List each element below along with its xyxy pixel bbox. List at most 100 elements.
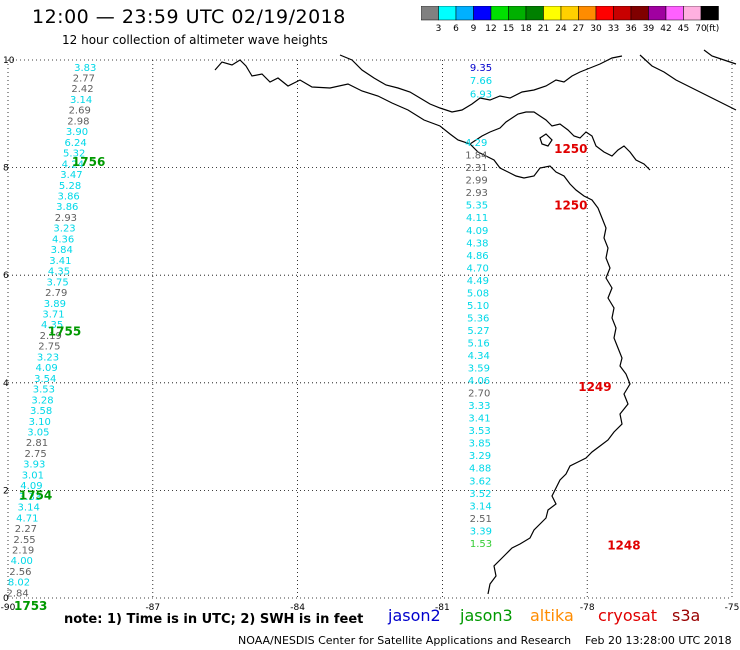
- scale-label: 39: [643, 24, 655, 34]
- swh-value: 4.34: [468, 351, 490, 362]
- swh-value: 2.51: [470, 514, 492, 525]
- scale-label: 30: [590, 24, 602, 34]
- swh-value: 4.29: [465, 138, 487, 149]
- swh-value: 5.10: [467, 301, 489, 312]
- swh-value: 2.77: [73, 73, 95, 84]
- chart-subtitle: 12 hour collection of altimeter wave hei…: [62, 33, 328, 47]
- swh-value: 2.84: [7, 588, 29, 599]
- swh-value: 3.53: [33, 385, 55, 396]
- swh-value: 2.55: [13, 535, 35, 546]
- legend-altika: altika: [530, 606, 574, 625]
- footer-credit: NOAA/NESDIS Center for Satellite Applica…: [238, 634, 572, 647]
- note-text: note: 1) Time is in UTC; 2) SWH is in fe…: [64, 612, 364, 627]
- swh-value: 1.53: [470, 539, 492, 550]
- track-west: 3.832.772.423.142.692.983.906.245.324.24…: [7, 63, 106, 613]
- swh-value: 4.36: [52, 234, 74, 245]
- swh-value: 5.28: [59, 181, 81, 192]
- swh-value: 2.98: [67, 116, 89, 127]
- swh-value: 3.75: [47, 277, 69, 288]
- swh-value: 4.88: [469, 464, 491, 475]
- swh-value: 8.02: [8, 578, 30, 589]
- swh-value: 3.86: [56, 202, 78, 213]
- swh-value: 3.05: [27, 427, 49, 438]
- scale-unit: (ft): [706, 24, 720, 34]
- track-time-label: 1754: [19, 489, 52, 503]
- x-tick-label: -78: [580, 603, 595, 613]
- swh-value: 3.33: [19, 492, 41, 503]
- swh-value: 4.70: [467, 263, 489, 274]
- axis-ticks: -90 -87 -84 -81 -78 -75 0 2 4 6 8 10: [1, 56, 740, 613]
- x-tick-label: -90: [1, 603, 16, 613]
- swh-value: 2.19: [12, 545, 34, 556]
- scale-label: 15: [503, 24, 514, 34]
- x-tick-label: -87: [145, 603, 160, 613]
- swh-value: 4.35: [41, 320, 63, 331]
- swh-value: 2.27: [15, 524, 37, 535]
- footer-timestamp: Feb 20 13:28:00 UTC 2018: [585, 634, 732, 647]
- track-time-label: 1753: [14, 599, 47, 613]
- scale-label: 3: [436, 24, 442, 34]
- swh-value: 3.01: [22, 470, 44, 481]
- scale-label: 70: [695, 24, 707, 34]
- swh-value: 3.62: [469, 476, 491, 487]
- swh-value: 3.23: [37, 352, 59, 363]
- swh-value: 3.84: [51, 245, 73, 256]
- track-time-label: 1756: [72, 155, 105, 169]
- swh-value: 2.42: [71, 84, 93, 95]
- swh-value: 3.58: [30, 406, 52, 417]
- swh-value: 3.47: [60, 170, 82, 181]
- swh-value: 3.86: [58, 191, 80, 202]
- swh-value: 2.31: [465, 163, 487, 174]
- swh-value: 5.27: [467, 326, 489, 337]
- swh-value: 3.59: [468, 364, 490, 375]
- scale-label: 36: [625, 24, 637, 34]
- x-tick-label: -81: [435, 603, 450, 613]
- swh-value: 3.83: [74, 63, 96, 74]
- scale-label: 42: [660, 24, 671, 34]
- swh-value: 3.89: [44, 299, 66, 310]
- swh-value: 2.93: [466, 188, 488, 199]
- swh-value: 3.10: [29, 417, 51, 428]
- swh-value: 3.14: [70, 95, 92, 106]
- swh-value: 4.71: [16, 513, 38, 524]
- swh-value: 3.90: [66, 127, 88, 138]
- swh-value: 2.99: [466, 176, 488, 187]
- swh-value: 3.14: [18, 503, 40, 514]
- swh-value: 4.00: [11, 556, 33, 567]
- swh-value: 2.56: [9, 567, 31, 578]
- scale-label: 9: [471, 24, 477, 34]
- swh-value: 3.85: [469, 439, 491, 450]
- swh-value: 3.53: [469, 426, 491, 437]
- x-tick-label: -84: [290, 603, 305, 613]
- swh-value: 3.93: [23, 460, 45, 471]
- legend-jason3: jason3: [460, 606, 513, 625]
- swh-value: 5.16: [467, 338, 489, 349]
- swh-value: 2.79: [45, 288, 67, 299]
- y-tick-label: 2: [3, 486, 9, 496]
- swh-value: 3.41: [49, 256, 71, 267]
- swh-value: 2.75: [38, 342, 60, 353]
- coastline-southeast: [703, 49, 737, 65]
- swh-value: 4.09: [35, 363, 57, 374]
- legend-cryosat: cryosat: [598, 606, 658, 625]
- swh-value: 3.39: [470, 526, 492, 537]
- scale-label: 21: [538, 24, 549, 34]
- swh-value: 3.54: [34, 374, 56, 385]
- swh-value: 4.86: [466, 251, 488, 262]
- y-tick-label: 0: [3, 594, 9, 604]
- swh-value: 9.35: [470, 63, 492, 74]
- swh-value: 4.09: [20, 481, 42, 492]
- swh-value: 6.93: [470, 90, 492, 101]
- scale-label: 33: [608, 24, 619, 34]
- swh-value: 5.32: [63, 149, 85, 160]
- scale-label: 45: [678, 24, 689, 34]
- y-tick-label: 4: [3, 379, 9, 389]
- coastline-panama-south: [469, 143, 631, 595]
- swh-value: 3.71: [42, 309, 64, 320]
- color-scale-legend: 3 6 9 12 15 18 21 24 27 30 33 36 39 42 45 70(ft): [421, 6, 720, 34]
- swh-value: 3.33: [468, 401, 490, 412]
- track-time-label: 1249: [578, 380, 611, 394]
- swh-value: 3.41: [468, 414, 490, 425]
- swh-value: 2.19: [40, 331, 62, 342]
